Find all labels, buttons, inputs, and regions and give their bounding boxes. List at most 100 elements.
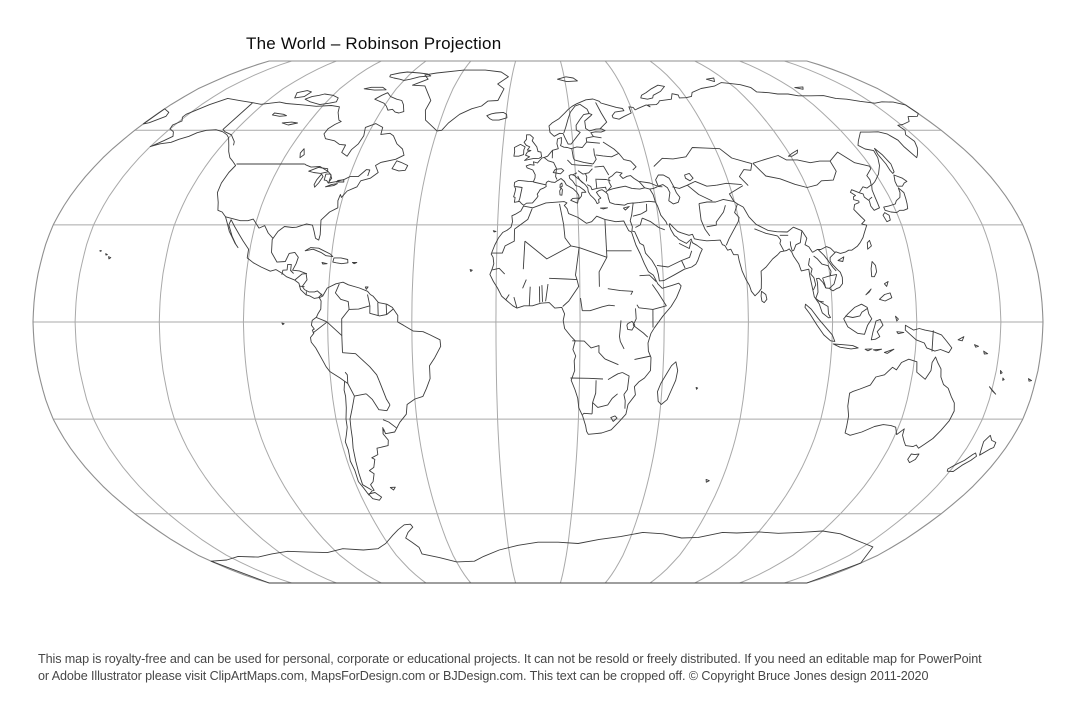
border-peru-chile [344,380,349,384]
coast-lake-erie [325,183,338,188]
outline-ellipse [32,60,1044,584]
border-kyrgyzstan-china [728,185,744,208]
border-nicaragua-costa-rica [298,285,305,288]
border-thailand-laos [813,255,832,276]
coast-antarctica [210,523,874,584]
meridian--15 [495,60,517,584]
coast-solomons-1 [974,344,979,348]
coast-lake-michigan [313,173,324,188]
meridian-15 [559,60,581,584]
border-latvia-lithuania [586,141,600,144]
border-india-pakistan [725,203,740,246]
border-argentina-bolivia [354,393,367,397]
border-angola-namibia [570,377,604,380]
coast-victoria-island [304,93,339,106]
coast-greenland [412,69,509,132]
border-sweden-finland [579,103,590,114]
coast-java [832,343,859,350]
border-cote-divoire-liberia [513,296,518,309]
border-colombia-venezuela [334,283,350,310]
border-albania-greece [586,184,597,191]
border-peru-bolivia [344,371,349,384]
meridian--105 [242,60,382,584]
coast-hawaii-3 [99,250,102,252]
border-car-cameroon [580,298,583,311]
border-togo-benin [541,285,543,302]
graticule [33,60,1043,584]
coast-new-guinea [904,324,953,354]
meridian-135 [739,60,918,584]
coast-vanuatu-2 [1002,377,1005,381]
coast-aral-sea [684,172,694,182]
border-mongolia-china [752,160,837,188]
border-nigeria-cameroon [562,279,580,307]
border-argentina-paraguay [365,393,391,412]
border-ex-yugoslavia-1 [585,173,588,182]
coast-jamaica [321,262,328,265]
coast-caspian-sea [655,174,681,205]
border-chad-west [575,247,580,280]
border-libya-chad [570,245,608,258]
border-china-india-himalaya [742,206,803,233]
border-colombia-ecuador [316,317,327,323]
border-ethiopia-kenya [636,304,653,310]
border-sudan-chad [598,257,608,287]
coast-corsica [559,182,563,188]
coast-iceland [486,111,508,121]
coast-chukotka-sliver [142,108,170,125]
meridian-45 [604,60,665,584]
coast-north-america [149,97,405,299]
border-russia-caucasus [639,180,663,188]
border-zambia-zimbabwe [607,372,623,380]
meridian-105 [694,60,834,584]
coast-ireland [513,143,526,157]
border-bulgaria-serbia [595,179,598,189]
border-bolivia-brazil [342,352,380,381]
border-cambodia-laos [822,273,837,279]
coast-madagascar [657,361,679,405]
border-benin-nigeria [545,284,549,302]
border-burkina-mali [522,279,527,289]
border-bulgaria-greece [596,186,607,189]
border-kenya-tanzania [632,324,649,338]
border-germany-poland [571,148,575,161]
border-south-africa-mozambique [623,394,626,409]
coast-crete [599,207,608,210]
meridian--45 [411,60,472,584]
border-cambodia-vietnam [829,274,838,289]
coast-lake-baikal [787,149,799,157]
coast-taiwan [866,239,872,250]
border-mexico-guatemala-belize [281,263,292,275]
border-drc-east [619,320,625,350]
coast-fiji [1028,378,1033,382]
border-honduras-nicaragua [294,273,307,281]
country-borders [222,102,934,491]
border-thailand-malaysia [818,300,824,303]
border-guyana-venezuela [367,294,371,306]
border-botswana-south-africa [592,393,618,408]
coast-severnaya-zemlya [705,77,715,83]
border-finland-russia [595,102,608,130]
border-turkey-iran [649,188,656,203]
meridian-75 [649,60,749,584]
coast-cape-verde [469,269,473,272]
border-ghana-west [528,286,531,306]
border-afghanistan-pakistan [706,205,726,228]
coast-sicily [570,197,580,204]
map-title: The World – Robinson Projection [246,34,502,53]
coast-lake-superior [308,166,329,174]
border-algeria-libya [563,224,572,247]
border-india-bangladesh-east [789,241,793,252]
coast-tierra-del-fuego [368,492,383,501]
border-peru-brazil [326,321,343,353]
border-ecuador-peru [312,321,327,334]
border-russia-china-northeast [829,151,872,186]
border-uzbekistan-turkmenistan [687,184,713,202]
border-ethiopia-somalia [651,284,667,310]
coast-cyprus [622,206,630,211]
border-portugal-spain [515,186,523,202]
border-jordan-iraq-saudi [642,217,665,231]
border-drc-angola [572,340,606,360]
border-algeria-tunisia [559,203,565,225]
